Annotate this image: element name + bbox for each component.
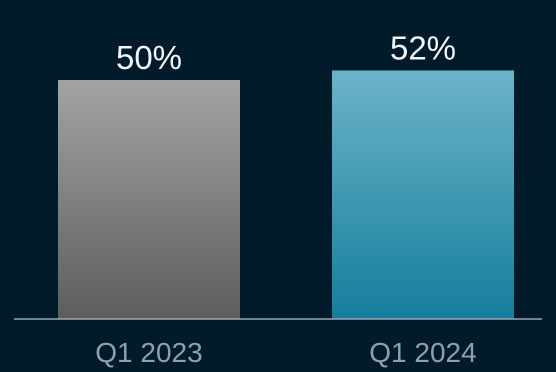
bars-group [58, 70, 514, 319]
data-label-q1-2023: 50% [116, 39, 182, 76]
bar-q1-2024 [332, 70, 514, 319]
labels-group: 50% Q1 2023 52% Q1 2024 [95, 29, 476, 368]
x-tick-label-q1-2023: Q1 2023 [95, 337, 202, 368]
data-label-q1-2024: 52% [390, 29, 456, 66]
bar-q1-2023 [58, 80, 240, 319]
x-tick-label-q1-2024: Q1 2024 [369, 337, 476, 368]
